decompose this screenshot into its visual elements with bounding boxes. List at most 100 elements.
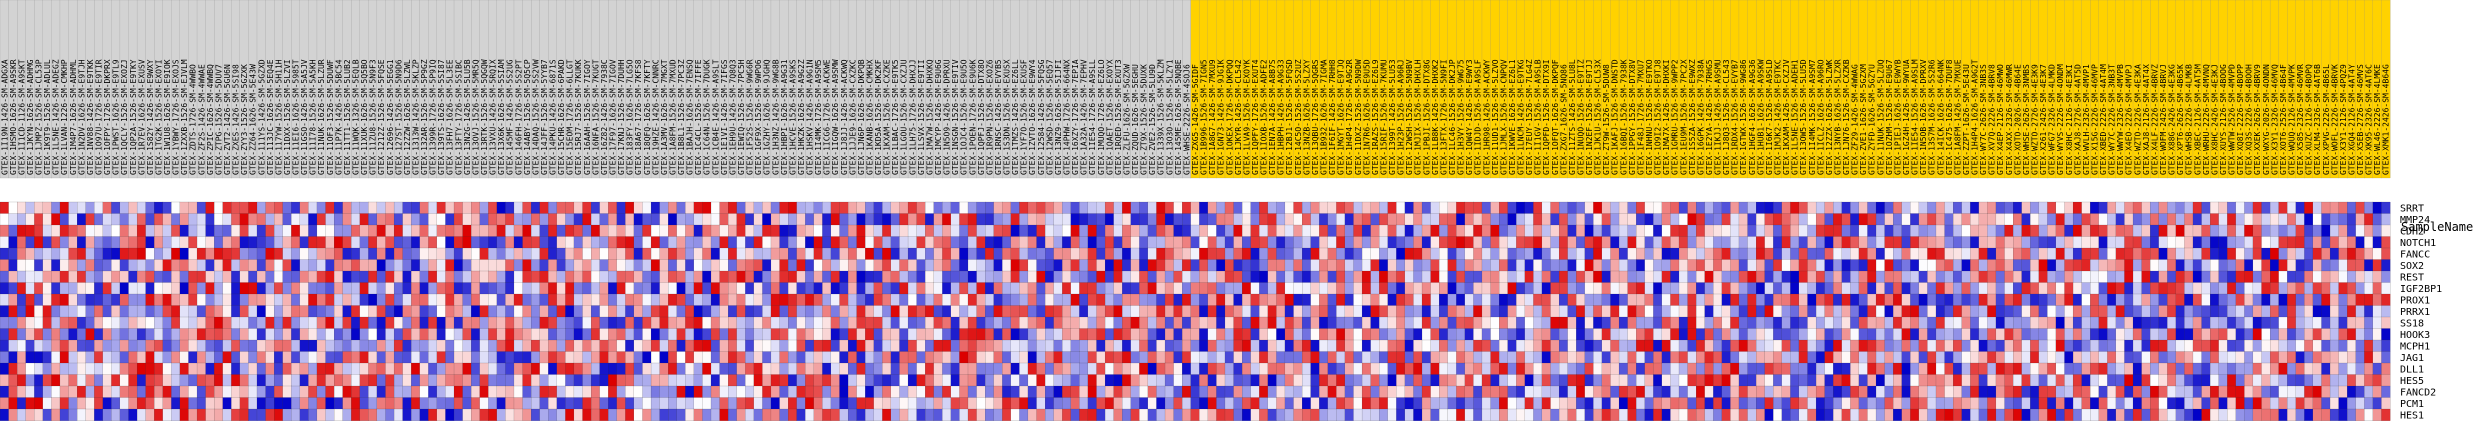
heatmap-cell bbox=[1027, 316, 1037, 329]
heatmap-cell bbox=[1970, 362, 1980, 375]
heatmap-cell bbox=[2124, 213, 2134, 226]
heatmap-cell bbox=[1653, 351, 1663, 364]
heatmap-cell bbox=[1233, 362, 1243, 375]
heatmap-cell bbox=[1781, 213, 1791, 226]
heatmap-cell bbox=[42, 374, 52, 387]
heatmap-cell bbox=[1456, 305, 1466, 318]
heatmap-cell bbox=[890, 247, 900, 260]
heatmap-cell bbox=[676, 339, 686, 352]
heatmap-cell bbox=[1558, 362, 1569, 375]
heatmap-cell bbox=[102, 270, 112, 283]
heatmap-cell bbox=[950, 224, 960, 237]
heatmap-cell bbox=[1704, 213, 1714, 226]
heatmap-cell bbox=[393, 362, 403, 375]
heatmap-cell bbox=[162, 282, 172, 295]
heatmap-cell bbox=[916, 224, 926, 237]
heatmap-cell bbox=[1387, 247, 1397, 260]
heatmap-cell bbox=[1618, 270, 1628, 283]
heatmap-cell bbox=[762, 316, 772, 329]
heatmap-cell bbox=[1987, 328, 1997, 341]
column-label: GTEX-1JKYN-1626-SM-ADHMG bbox=[26, 59, 35, 175]
heatmap-cell bbox=[1516, 374, 1526, 387]
heatmap-cell bbox=[1430, 362, 1440, 375]
heatmap-cell bbox=[34, 282, 44, 295]
heatmap-cell bbox=[1045, 236, 1055, 249]
heatmap-cell bbox=[899, 213, 909, 226]
heatmap-cell bbox=[1361, 270, 1371, 283]
heatmap-cell bbox=[2021, 259, 2031, 272]
heatmap-cell bbox=[659, 270, 669, 283]
heatmap-cell bbox=[993, 374, 1003, 387]
heatmap-cell bbox=[368, 351, 378, 364]
heatmap-cell bbox=[2141, 293, 2151, 306]
heatmap-cell bbox=[573, 236, 583, 249]
heatmap-cell bbox=[42, 316, 52, 329]
heatmap-cell bbox=[1550, 362, 1560, 375]
heatmap-cell bbox=[685, 224, 695, 237]
heatmap-cell bbox=[59, 305, 69, 318]
heatmap-cell bbox=[591, 270, 601, 283]
column-label: GTEX-1ZVTO-1626-SM-E9WY4 bbox=[1028, 59, 1037, 175]
heatmap-cell bbox=[822, 224, 832, 237]
heatmap-cell bbox=[1182, 328, 1192, 341]
column-label: GTEX-1ZXXB-1526-SM-EJVLM bbox=[180, 59, 189, 175]
heatmap-cell bbox=[25, 282, 35, 295]
heatmap-cell bbox=[2115, 224, 2125, 237]
heatmap-cell bbox=[728, 282, 738, 295]
column-label: GTEX-1MA7X-1426-SM-DHXKI bbox=[1662, 59, 1671, 175]
heatmap-cell bbox=[668, 305, 678, 318]
heatmap-cell bbox=[933, 201, 943, 214]
heatmap-cell bbox=[1404, 293, 1414, 306]
heatmap-cell bbox=[316, 374, 326, 387]
heatmap-cell bbox=[2287, 328, 2297, 341]
column-label: GTEX-WVLH-2326-SM-4MVP1 bbox=[2082, 64, 2091, 175]
heatmap-cell bbox=[445, 328, 455, 341]
heatmap-cell bbox=[556, 351, 566, 364]
heatmap-cell bbox=[693, 362, 703, 375]
heatmap-cell bbox=[1396, 328, 1406, 341]
heatmap-cell bbox=[762, 282, 772, 295]
heatmap-cell bbox=[2124, 236, 2134, 249]
heatmap-cell bbox=[1721, 328, 1731, 341]
heatmap-cell bbox=[1473, 282, 1483, 295]
heatmap-cell bbox=[2304, 305, 2314, 318]
heatmap-cell bbox=[925, 270, 935, 283]
heatmap-cell bbox=[1910, 213, 1920, 226]
heatmap-cell bbox=[1036, 351, 1046, 364]
heatmap-cell bbox=[1353, 270, 1363, 283]
heatmap-cell bbox=[2210, 316, 2220, 329]
heatmap-cell bbox=[2115, 201, 2125, 214]
heatmap-cell bbox=[1730, 293, 1740, 306]
heatmap-cell bbox=[471, 339, 481, 352]
heatmap-cell bbox=[805, 316, 815, 329]
heatmap-cell bbox=[1567, 247, 1577, 260]
heatmap-cell bbox=[2158, 351, 2168, 364]
heatmap-cell bbox=[34, 351, 44, 364]
heatmap-cell bbox=[1413, 236, 1423, 249]
heatmap-cell bbox=[1250, 328, 1260, 341]
heatmap-cell bbox=[188, 328, 198, 341]
heatmap-cell bbox=[959, 293, 969, 306]
heatmap-cell bbox=[445, 270, 455, 283]
heatmap-cell bbox=[1302, 213, 1312, 226]
heatmap-cell bbox=[728, 213, 738, 226]
heatmap-cell bbox=[2150, 247, 2160, 260]
heatmap-cell bbox=[1070, 236, 1080, 249]
heatmap-cell bbox=[359, 339, 369, 352]
column-header-bg bbox=[2381, 0, 2391, 179]
heatmap-cell bbox=[1618, 293, 1628, 306]
heatmap-cell bbox=[2381, 236, 2391, 249]
heatmap-cell bbox=[2124, 259, 2134, 272]
heatmap-cell bbox=[1421, 339, 1431, 352]
heatmap-cell bbox=[299, 236, 309, 249]
heatmap-cell bbox=[702, 201, 712, 214]
heatmap-cell bbox=[1593, 282, 1603, 295]
heatmap-cell bbox=[1464, 293, 1474, 306]
heatmap-cell bbox=[34, 201, 44, 214]
heatmap-cell bbox=[2201, 213, 2211, 226]
heatmap-cell bbox=[393, 316, 403, 329]
heatmap-cell bbox=[2269, 213, 2280, 226]
heatmap-cell bbox=[693, 282, 703, 295]
heatmap-cell bbox=[719, 247, 729, 260]
heatmap-cell bbox=[77, 374, 87, 387]
